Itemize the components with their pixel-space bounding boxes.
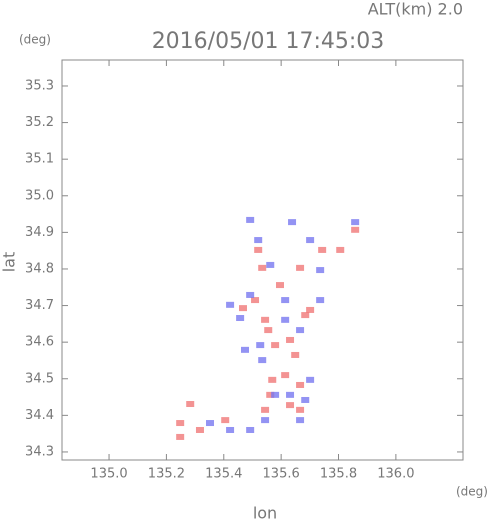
data-point xyxy=(261,406,270,413)
data-point xyxy=(351,226,360,233)
data-point xyxy=(238,305,247,312)
data-point xyxy=(266,391,275,398)
y-tick-label: 34.9 xyxy=(25,225,54,240)
data-point xyxy=(296,417,305,424)
x-tick-label: 136.0 xyxy=(377,467,414,482)
data-point xyxy=(316,297,325,304)
data-point xyxy=(281,297,290,304)
data-point xyxy=(221,417,230,424)
data-point xyxy=(316,267,325,274)
x-tick-label: 135.6 xyxy=(263,467,300,482)
data-point xyxy=(206,420,215,427)
data-point xyxy=(306,306,315,313)
data-point xyxy=(226,301,235,308)
chart-title: 2016/05/01 17:45:03 xyxy=(152,29,385,54)
y-tick-label: 34.3 xyxy=(25,444,54,459)
data-point xyxy=(254,237,263,244)
x-axis-label: lon xyxy=(253,504,277,522)
data-point xyxy=(258,264,267,271)
data-point xyxy=(176,420,185,427)
data-point xyxy=(281,372,290,379)
y-tick-label: 35.3 xyxy=(25,78,54,93)
data-point xyxy=(286,391,295,398)
data-point xyxy=(296,264,305,271)
y-unit: (deg) xyxy=(19,33,51,47)
data-point xyxy=(271,391,280,398)
data-point xyxy=(288,219,297,226)
data-point xyxy=(246,291,255,298)
data-point xyxy=(176,433,185,440)
data-point xyxy=(306,376,315,383)
y-tick-label: 34.7 xyxy=(25,298,54,313)
y-tick-label: 35.0 xyxy=(25,188,54,203)
data-point xyxy=(275,282,284,289)
annotation: ALT(km) 2.0 xyxy=(368,0,463,19)
x-tick-label: 135.8 xyxy=(320,467,357,482)
data-point xyxy=(296,327,305,334)
data-point xyxy=(351,219,360,226)
data-point xyxy=(266,261,275,268)
data-point xyxy=(246,216,255,223)
y-tick-label: 35.2 xyxy=(25,115,54,130)
data-point xyxy=(301,312,310,319)
data-point xyxy=(271,342,280,349)
y-tick-label: 34.4 xyxy=(25,408,54,423)
data-point xyxy=(258,357,267,364)
data-point xyxy=(268,376,277,383)
data-point xyxy=(281,316,290,323)
data-point xyxy=(226,426,235,433)
data-point xyxy=(195,426,204,433)
data-point xyxy=(241,346,250,353)
data-point xyxy=(301,396,310,403)
y-tick-label: 34.6 xyxy=(25,335,54,350)
data-point xyxy=(256,342,265,349)
data-point xyxy=(286,402,295,409)
data-point xyxy=(291,351,300,358)
data-point xyxy=(318,246,327,253)
data-point xyxy=(236,315,245,322)
y-tick-label: 34.8 xyxy=(25,261,54,276)
x-tick-label: 135.4 xyxy=(205,467,242,482)
y-axis-label: lat xyxy=(0,252,19,273)
data-point xyxy=(296,381,305,388)
data-point xyxy=(251,297,260,304)
data-point xyxy=(261,316,270,323)
data-point xyxy=(296,406,305,413)
plot-frame xyxy=(61,59,464,461)
data-point xyxy=(286,336,295,343)
data-point xyxy=(261,417,270,424)
data-point xyxy=(264,327,273,334)
y-tick-label: 34.5 xyxy=(25,371,54,386)
data-point xyxy=(246,426,255,433)
data-point xyxy=(186,401,195,408)
data-point xyxy=(254,246,263,253)
x-tick-label: 135.0 xyxy=(90,467,127,482)
data-point xyxy=(306,237,315,244)
x-unit: (deg) xyxy=(456,485,488,499)
x-tick-label: 135.2 xyxy=(148,467,185,482)
y-tick-label: 35.1 xyxy=(25,152,54,167)
data-point xyxy=(336,246,345,253)
